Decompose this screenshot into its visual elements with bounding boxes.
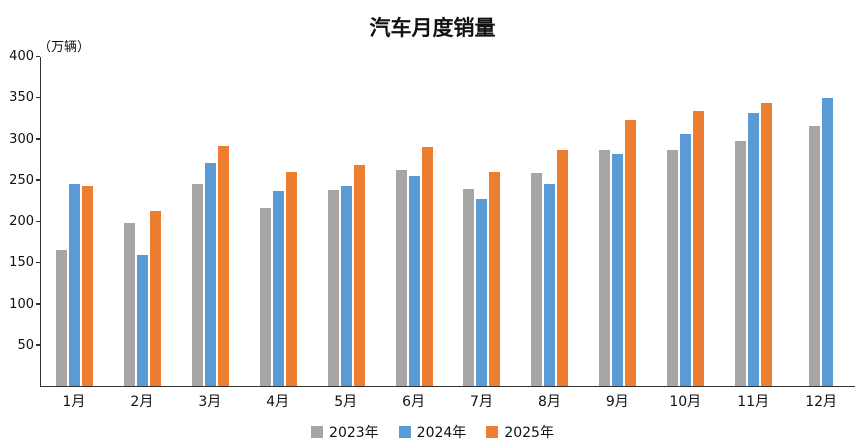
legend-label: 2025年 — [504, 425, 554, 441]
bar-group-8月 — [516, 57, 584, 386]
y-axis-tick-mark — [36, 303, 40, 305]
bar-2024年-11月 — [747, 112, 759, 386]
bar-2025年-7月 — [489, 172, 501, 386]
legend-item-2025年: 2025年 — [486, 422, 554, 442]
y-axis-tick-mark — [36, 138, 40, 140]
y-axis-tick-mark — [36, 96, 40, 99]
bar-group-4月 — [244, 57, 312, 386]
y-axis-tick-label: 300 — [9, 131, 34, 147]
y-axis-tick-mark — [36, 261, 40, 264]
bar-2023年-9月 — [599, 150, 611, 386]
bar-2024年-3月 — [205, 163, 217, 386]
plot-area — [40, 57, 855, 387]
legend-item-2024年: 2024年 — [398, 422, 467, 442]
bar-group-7月 — [448, 57, 516, 386]
bar-2023年-3月 — [192, 183, 204, 386]
y-axis-tick-label: 350 — [9, 90, 34, 106]
bar-2023年-2月 — [124, 222, 136, 386]
legend-swatch-icon — [486, 426, 499, 438]
x-axis-label-4月: 4月 — [266, 394, 290, 410]
x-axis-label-5月: 5月 — [334, 394, 358, 410]
bar-2024年-10月 — [679, 134, 691, 386]
bar-group-3月 — [177, 57, 245, 386]
y-axis-tick-label: 100 — [9, 296, 34, 312]
legend-swatch-icon — [398, 426, 411, 438]
x-axis-label-9月: 9月 — [605, 394, 629, 410]
bar-2025年-4月 — [285, 172, 297, 386]
legend-item-2023年: 2023年 — [311, 422, 379, 442]
bar-group-12月 — [787, 57, 855, 386]
x-axis-label-10月: 10月 — [669, 394, 702, 410]
bar-2025年-2月 — [150, 211, 162, 386]
bar-2024年-9月 — [612, 154, 624, 386]
x-axis-label-6月: 6月 — [402, 394, 426, 410]
bar-2024年-1月 — [69, 183, 81, 386]
y-axis-tick-label: 250 — [9, 172, 34, 188]
bar-2024年-7月 — [476, 198, 488, 386]
bar-2024年-4月 — [272, 191, 284, 386]
bar-2023年-1月 — [56, 249, 68, 386]
bar-group-11月 — [719, 57, 787, 386]
y-axis-unit-label: （万辆） — [38, 40, 91, 55]
x-axis-label-11月: 11月 — [737, 394, 770, 410]
y-axis-tick-label: 400 — [9, 49, 34, 64]
y-axis: 50 100 150 200 250 300 350 400 — [0, 50, 40, 387]
y-axis-tick-mark — [36, 55, 40, 57]
bar-2023年-12月 — [809, 126, 821, 386]
legend-swatch-icon — [311, 426, 324, 438]
x-axis-label-3月: 3月 — [198, 394, 222, 410]
bar-2024年-6月 — [408, 175, 420, 386]
bar-2025年-8月 — [557, 150, 569, 386]
bar-2025年-10月 — [692, 111, 704, 386]
bar-2024年-5月 — [340, 186, 352, 386]
bar-2023年-8月 — [531, 173, 543, 386]
y-axis-tick-mark — [36, 220, 40, 222]
bar-2025年-1月 — [82, 185, 94, 386]
bar-group-5月 — [312, 57, 380, 386]
bar-group-1月 — [41, 57, 109, 386]
y-axis-tick-mark — [36, 344, 40, 346]
chart-title: 汽车月度销量 — [369, 16, 496, 40]
bar-group-6月 — [380, 57, 448, 386]
x-axis: 1月 2月 3月 4月 5月 6月 7月 8月 9月 10月 11月 12月 — [40, 391, 855, 411]
bar-2023年-10月 — [666, 150, 678, 386]
legend-label: 2023年 — [329, 425, 379, 441]
bar-group-10月 — [651, 57, 719, 386]
bar-2023年-4月 — [259, 207, 271, 386]
y-axis-tick-label: 50 — [17, 337, 34, 353]
x-axis-label-7月: 7月 — [470, 394, 493, 410]
legend-label: 2024年 — [416, 425, 467, 441]
bar-2023年-7月 — [463, 188, 475, 386]
y-axis-tick-mark — [36, 179, 40, 181]
bar-group-9月 — [584, 57, 652, 386]
bar-2024年-8月 — [544, 183, 556, 386]
x-axis-label-8月: 8月 — [537, 394, 561, 410]
bar-2025年-6月 — [421, 146, 433, 386]
x-axis-label-2月: 2月 — [130, 394, 154, 410]
x-axis-label-1月: 1月 — [62, 394, 86, 410]
bar-2023年-11月 — [734, 140, 746, 386]
bar-2024年-12月 — [822, 98, 834, 386]
bar-2025年-5月 — [353, 164, 365, 386]
legend: 2023年 2024年 2025年 — [0, 422, 865, 442]
y-axis-tick-label: 150 — [9, 255, 34, 271]
bar-2023年-5月 — [327, 189, 339, 386]
bar-2024年-2月 — [137, 254, 149, 386]
bar-2025年-3月 — [218, 145, 230, 386]
bar-group-2月 — [109, 57, 177, 386]
bar-2023年-6月 — [395, 169, 407, 386]
bar-2025年-11月 — [760, 103, 772, 386]
bar-2025年-9月 — [625, 120, 637, 386]
x-axis-label-12月: 12月 — [805, 394, 838, 410]
y-axis-tick-label: 200 — [9, 214, 34, 229]
